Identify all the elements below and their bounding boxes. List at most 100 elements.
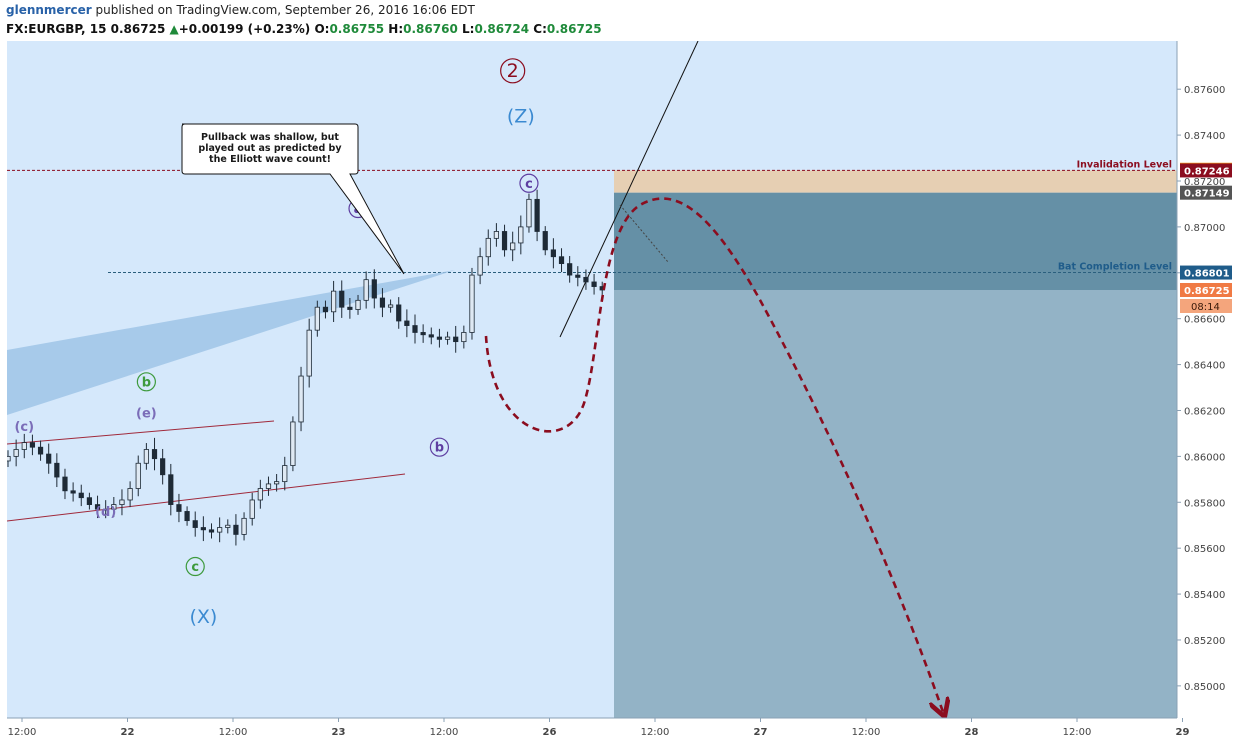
price-tick-label: 0.85000 bbox=[1184, 682, 1225, 693]
time-tick-label: 12:00 bbox=[641, 727, 670, 738]
candle-body bbox=[29, 442, 36, 448]
candle-body bbox=[453, 336, 459, 343]
channel-lower-line bbox=[7, 473, 406, 522]
low-label: L: bbox=[461, 22, 475, 36]
countdown-label: 08:14 bbox=[1191, 302, 1220, 313]
candle-body bbox=[477, 256, 483, 276]
price-tag bbox=[1180, 282, 1232, 297]
open-label: O: bbox=[314, 22, 330, 36]
candle-body bbox=[217, 527, 223, 533]
price-tag bbox=[1180, 265, 1232, 280]
close-value: 0.86725 bbox=[546, 22, 602, 36]
price-tick-label: 0.87000 bbox=[1184, 223, 1225, 234]
price-tick-label: 0.85600 bbox=[1184, 544, 1225, 555]
candle-body bbox=[249, 499, 255, 519]
wave-label: c bbox=[191, 560, 199, 575]
candle-body bbox=[46, 453, 52, 464]
candle-body bbox=[314, 306, 320, 331]
candle-body bbox=[306, 329, 312, 377]
price-tick-label: 0.85800 bbox=[1184, 498, 1225, 509]
candle-body bbox=[143, 449, 149, 464]
wave-label: (c) bbox=[14, 420, 34, 435]
candle-body bbox=[371, 279, 377, 299]
wave-label: b bbox=[435, 441, 444, 456]
time-tick-label: 28 bbox=[965, 727, 979, 738]
wave-circle bbox=[136, 372, 156, 392]
candle-body bbox=[241, 517, 247, 535]
time-tick-label: 29 bbox=[1176, 727, 1190, 738]
forecast-arrow bbox=[484, 197, 943, 712]
candle-body bbox=[558, 256, 565, 265]
price-tick-label: 0.86400 bbox=[1184, 361, 1225, 372]
candle-body bbox=[493, 231, 500, 239]
candle-body bbox=[330, 290, 337, 313]
candle-body bbox=[387, 304, 394, 308]
candle-body bbox=[436, 336, 443, 340]
wave-circle bbox=[519, 173, 539, 193]
candle-body bbox=[396, 304, 402, 322]
price-tick-label: 0.87200 bbox=[1184, 177, 1225, 188]
candle-body bbox=[567, 263, 573, 276]
candle-body bbox=[550, 249, 556, 258]
candle-body bbox=[428, 334, 434, 338]
candle-body bbox=[86, 497, 92, 505]
candle-body bbox=[103, 508, 109, 511]
wave-label: c bbox=[525, 177, 533, 192]
candle-body bbox=[151, 449, 158, 460]
candle-body bbox=[70, 490, 76, 494]
candle-body bbox=[404, 320, 410, 326]
author-link[interactable]: glennmercer bbox=[6, 3, 92, 17]
time-axis[interactable]: 12:00 22 12:00 23 12:00 26 12:00 27 12:00 28 12:00… bbox=[7, 717, 1190, 738]
wave-label: b bbox=[142, 375, 151, 390]
candle-body bbox=[347, 306, 353, 310]
time-tick-label: 23 bbox=[332, 727, 346, 738]
high-label: H: bbox=[388, 22, 404, 36]
candle-body bbox=[265, 483, 272, 489]
candle-body bbox=[583, 276, 589, 283]
symbol-header: FX:EURGBP, 15 0.86725 ▲+0.00199 (+0.23%)… bbox=[6, 22, 602, 38]
price-tick-label: 0.85200 bbox=[1184, 636, 1225, 647]
callout-text-line: played out as predicted by bbox=[198, 143, 342, 154]
candle-body bbox=[257, 488, 263, 501]
time-tick-label: 12:00 bbox=[1063, 727, 1092, 738]
candle-body bbox=[282, 465, 288, 483]
time-tick-label: 12:00 bbox=[8, 727, 37, 738]
candle-body bbox=[176, 504, 182, 512]
time-tick-label: 26 bbox=[543, 727, 557, 738]
level-labels: Invalidation Level Bat Completion Level bbox=[1058, 159, 1172, 272]
candle-body bbox=[501, 231, 508, 251]
candle-body bbox=[542, 231, 548, 251]
wave-label: 2 bbox=[507, 60, 519, 82]
price-tick-label: 0.85400 bbox=[1184, 590, 1225, 601]
forecast-path bbox=[484, 197, 943, 712]
price-axis[interactable]: 0.876000.874000.872000.870000.868000.866… bbox=[1176, 41, 1232, 718]
price-tag-label: 0.87246 bbox=[1184, 166, 1230, 177]
target-zone bbox=[614, 192, 1177, 290]
time-tick-label: 12:00 bbox=[219, 727, 248, 738]
candle-body bbox=[526, 198, 532, 228]
wave-label: (e) bbox=[136, 406, 157, 421]
close-label: C: bbox=[533, 22, 547, 36]
candle-body bbox=[160, 458, 166, 476]
time-tick-label: 12:00 bbox=[852, 727, 881, 738]
price-tag-label: 0.86801 bbox=[1184, 269, 1230, 280]
candle-body bbox=[7, 455, 11, 462]
wave-label: (Z) bbox=[507, 106, 535, 128]
candle-body bbox=[534, 198, 540, 232]
candle-body bbox=[184, 511, 190, 522]
candle-body bbox=[412, 325, 418, 333]
candle-body bbox=[225, 524, 231, 528]
publish-header: glennmercer published on TradingView.com… bbox=[6, 3, 475, 21]
lower-zone bbox=[614, 289, 1177, 718]
price-tick-label: 0.86200 bbox=[1184, 406, 1225, 417]
wave-label: (d) bbox=[95, 505, 116, 520]
candle-body bbox=[379, 297, 386, 308]
candle-body bbox=[363, 279, 369, 301]
candle-body bbox=[575, 274, 581, 278]
wave-label: (X) bbox=[189, 606, 217, 628]
candle-body bbox=[78, 492, 84, 499]
up-arrow-icon: ▲ bbox=[169, 22, 179, 36]
candle-body bbox=[420, 332, 426, 336]
